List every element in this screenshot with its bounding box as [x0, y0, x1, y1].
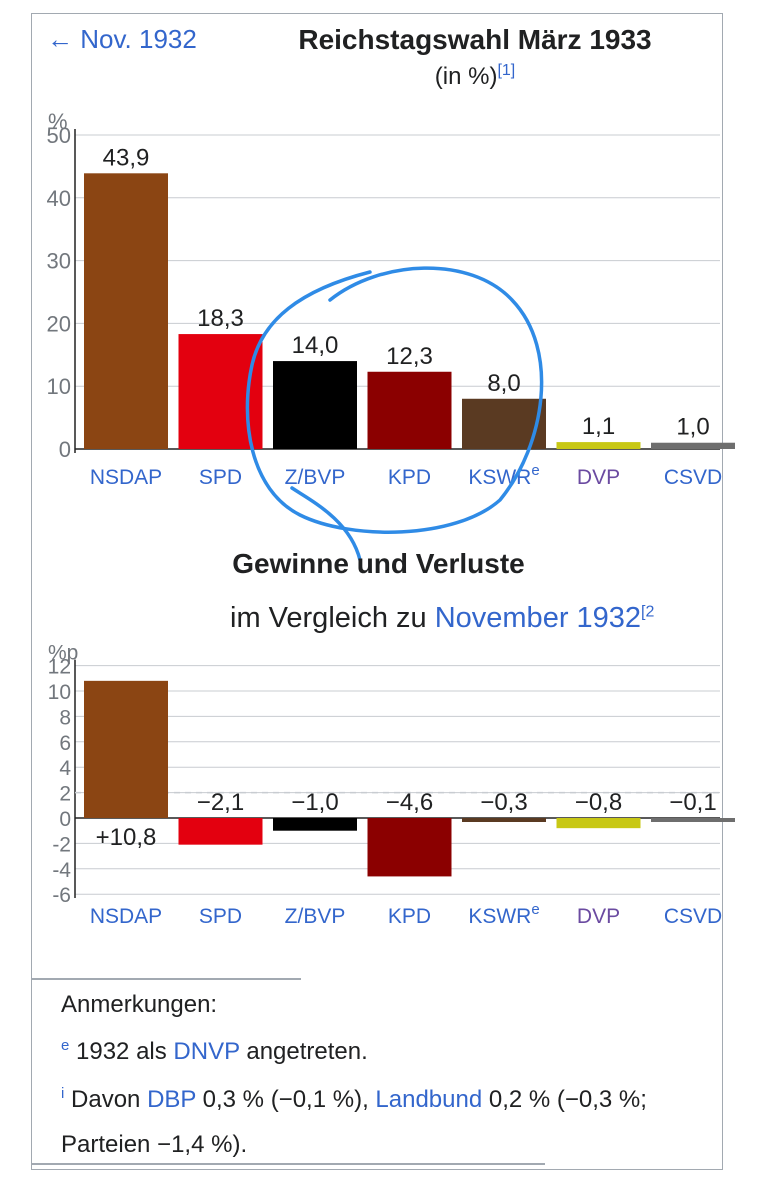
data-label: −4,6	[386, 789, 433, 816]
data-label: −0,8	[575, 789, 622, 816]
bar-kpd	[367, 818, 452, 877]
bar-kpd	[367, 371, 452, 449]
bar-spd	[178, 818, 263, 845]
data-label: −2,1	[197, 789, 244, 816]
bar-nsdap	[84, 173, 168, 450]
category-label: CSVD	[664, 466, 722, 489]
data-label: 8,0	[487, 370, 520, 397]
data-label: 14,0	[292, 332, 339, 359]
y-tick-label: 10	[48, 681, 71, 704]
subtitle-unit: (in %)	[434, 63, 498, 90]
category-label: NSDAP	[90, 905, 162, 928]
dbp-link[interactable]: DBP	[147, 1086, 196, 1113]
note-i-mark: i	[61, 1085, 65, 1102]
category-label: Z/BVP	[285, 905, 346, 928]
data-label: −1,0	[291, 789, 338, 816]
category-label: DVP	[577, 466, 620, 489]
data-label: 43,9	[103, 144, 150, 171]
chart-frame	[31, 13, 723, 1170]
bar-dvp	[556, 442, 641, 449]
bar-csvd	[651, 442, 735, 449]
category-label: KSWRe	[468, 462, 539, 489]
data-label: 1,0	[676, 414, 709, 441]
y-tick-label: 4	[59, 757, 71, 780]
data-label: 12,3	[386, 343, 433, 370]
y-tick-label: -2	[52, 833, 71, 856]
note-i-mid: 0,3 % (−0,1 %),	[195, 1086, 376, 1113]
y-tick-label: 50	[47, 123, 71, 148]
prev-election-link[interactable]: ← Nov. 1932	[47, 24, 197, 54]
note-e-prefix: 1932 als	[76, 1038, 174, 1065]
note-i-suffix: 0,2 % (−0,3 %;	[482, 1086, 647, 1113]
notes-divider	[31, 978, 301, 980]
note-i-continued: Parteien −1,4 %).	[61, 1131, 248, 1158]
bar-nsdap	[84, 680, 168, 818]
chart-title: Reichstagswahl März 1933	[298, 24, 652, 55]
note-e-suffix: angetreten.	[239, 1038, 368, 1065]
bar-kswr	[462, 818, 546, 822]
category-label: KSWRe	[468, 901, 539, 928]
note-e-mark: e	[61, 1037, 70, 1054]
category-label: Z/BVP	[285, 466, 346, 489]
category-label: CSVD	[664, 905, 722, 928]
y-tick-label: -4	[52, 859, 71, 882]
y-tick-label: 8	[59, 706, 71, 729]
y-tick-label: 30	[47, 249, 71, 274]
november-1932-link[interactable]: November 1932	[434, 602, 642, 634]
category-label: NSDAP	[90, 466, 162, 489]
changes-subtitle-prefix: im Vergleich zu	[230, 602, 435, 634]
vote-share-chart: 0 10 20 30 40 50% 43,9 NSDAP 18,3 SPD 14,0 Z/BVP 12,…	[47, 109, 735, 489]
annotation-tail-stroke	[290, 486, 362, 562]
changes-chart-subtitle: im Vergleich zu November 1932[2	[230, 602, 654, 635]
data-label: −0,1	[669, 789, 716, 816]
reference-link-1[interactable]: [1]	[497, 62, 516, 79]
category-label: SPD	[199, 905, 242, 928]
y-tick-label: 0	[59, 437, 71, 462]
bar-csvd	[651, 818, 735, 822]
y-tick-label: 12	[48, 656, 71, 679]
y-tick-label: 0	[59, 808, 71, 831]
data-label: 18,3	[197, 305, 244, 332]
y-tick-label: 6	[59, 732, 71, 755]
bar-z-bvp	[273, 361, 357, 449]
category-label: DVP	[577, 905, 620, 928]
y-tick-label: 2	[59, 783, 71, 806]
y-tick-label: 40	[47, 186, 71, 211]
annotation-circle-stroke	[245, 266, 544, 534]
y-axis-unit-label: %	[48, 109, 68, 134]
category-label: SPD	[199, 466, 242, 489]
bar-z-bvp	[273, 818, 357, 831]
category-label: KPD	[388, 905, 431, 928]
y-tick-label: 20	[47, 311, 71, 336]
category-label: KPD	[388, 466, 431, 489]
note-e: e 1932 als DNVP angetreten.	[61, 1037, 368, 1066]
y-tick-label: 10	[47, 374, 71, 399]
changes-chart-title: Gewinne und Verluste	[232, 548, 525, 579]
y-axis-unit-label: %p	[48, 642, 78, 665]
data-label: −0,3	[480, 789, 527, 816]
notes-heading: Anmerkungen:	[61, 991, 218, 1018]
notes-bottom-divider	[31, 1163, 545, 1165]
bar-dvp	[556, 818, 641, 829]
data-label: 1,1	[582, 413, 615, 440]
dnvp-link[interactable]: DNVP	[173, 1038, 240, 1065]
note-i: i Davon DBP 0,3 % (−0,1 %), Landbund 0,2…	[61, 1085, 647, 1114]
data-label: +10,8	[96, 824, 157, 851]
reference-link-2[interactable]: [2	[641, 603, 655, 621]
note-i-prefix: Davon	[71, 1086, 148, 1113]
y-tick-label: -6	[52, 884, 71, 907]
landbund-link[interactable]: Landbund	[375, 1086, 483, 1113]
chart-subtitle: (in %)[1]	[250, 62, 700, 91]
